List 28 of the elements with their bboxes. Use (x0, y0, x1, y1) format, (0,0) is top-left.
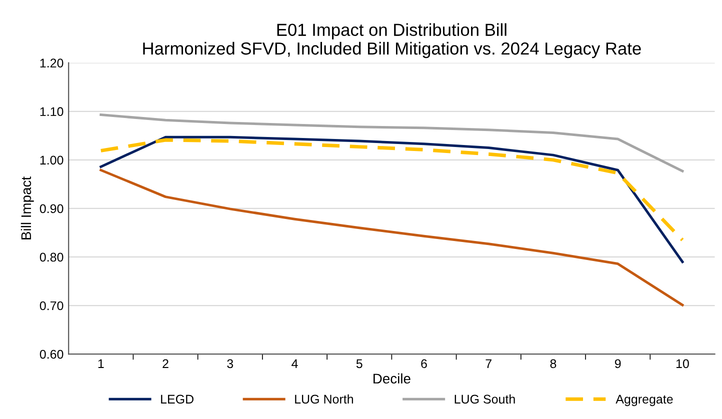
legend-label: LEGD (161, 394, 194, 404)
x-tick-label: 3 (227, 359, 234, 368)
legend-label: LUG South (454, 394, 515, 404)
y-tick-label: 1.10 (40, 107, 64, 116)
x-tick-label: 9 (614, 359, 621, 368)
y-tick-label: 0.70 (40, 301, 64, 310)
legend-label: LUG North (295, 394, 354, 404)
line-series (100, 136, 684, 264)
legend-label: Aggregate (616, 394, 673, 406)
y-tick-label: 1.00 (40, 156, 64, 165)
y-tick-label: 0.80 (40, 252, 64, 262)
y-axis-title: Bill Impact (20, 176, 34, 240)
x-tick-label: 4 (292, 359, 298, 368)
line-series (99, 138, 684, 242)
x-tick-label: 5 (356, 359, 362, 368)
x-axis-title: Decile (374, 373, 410, 384)
x-tick-label: 2 (162, 359, 168, 368)
y-tick-label: 1.20 (40, 58, 64, 68)
x-tick-label: 10 (676, 359, 689, 368)
y-tick-label: 0.60 (40, 350, 64, 359)
line-series (100, 168, 684, 306)
x-tick-label: 6 (421, 359, 427, 368)
x-tick-label: 8 (550, 359, 556, 368)
line-series (100, 114, 684, 172)
x-tick-label: 7 (486, 359, 492, 368)
chart-title: E01 Impact on Distribution Bill Harmonized SFVD, Included Bill Mitigation vs. 2024 Legacy Rate (143, 23, 641, 58)
x-tick-label: 1 (98, 359, 104, 368)
y-tick-label: 0.90 (40, 204, 64, 214)
